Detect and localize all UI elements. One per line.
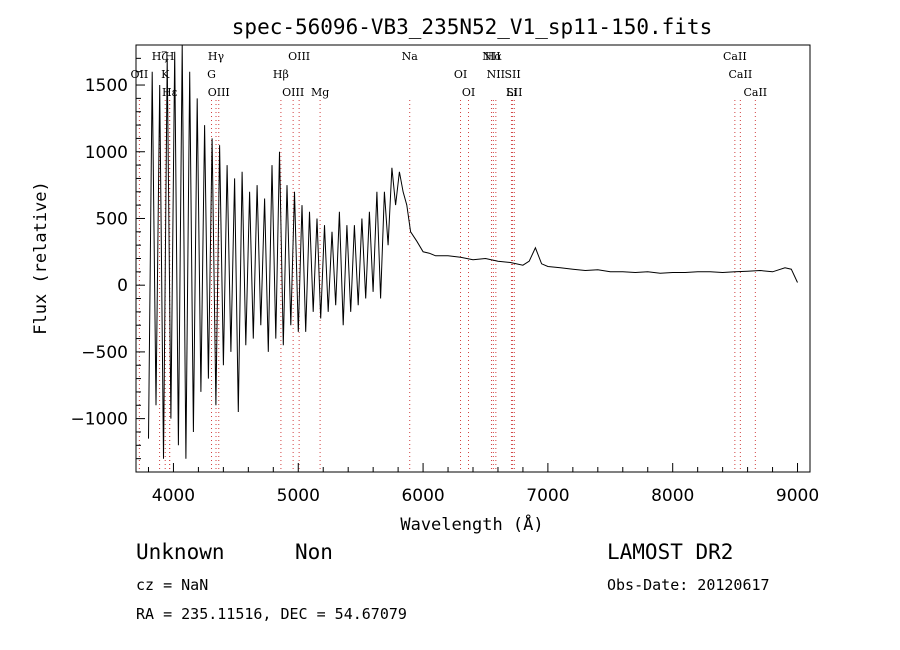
x-tick-label: 8000 bbox=[651, 486, 694, 506]
y-tick-label: 500 bbox=[96, 209, 128, 229]
obs-date: Obs-Date: 20120617 bbox=[607, 576, 770, 594]
line-label: OIII bbox=[288, 50, 310, 63]
line-label: NII bbox=[482, 50, 500, 63]
line-label: OIII bbox=[282, 86, 304, 99]
line-label: SII bbox=[504, 68, 520, 81]
line-label: Hγ bbox=[208, 50, 225, 63]
line-label: CaII bbox=[723, 50, 747, 63]
x-tick-label: 9000 bbox=[776, 486, 819, 506]
line-label: CaII bbox=[743, 86, 767, 99]
y-tick-label: −1000 bbox=[70, 410, 128, 430]
x-tick-label: 4000 bbox=[152, 486, 195, 506]
spectrum-line bbox=[148, 44, 798, 459]
plot-frame bbox=[135, 44, 811, 473]
line-label: Na bbox=[402, 50, 419, 63]
spectral-line-labels: HζKHεHOIIOIIIHγGOIIIOIIIHβMgNaOIOIHαSIIS… bbox=[131, 50, 768, 99]
line-label: H bbox=[165, 50, 175, 63]
line-label: Hβ bbox=[273, 68, 289, 81]
line-label: Hζ bbox=[152, 50, 168, 63]
redshift-text: cz = NaN bbox=[136, 576, 209, 594]
y-tick-label: 0 bbox=[117, 276, 128, 296]
line-label: G bbox=[207, 68, 216, 81]
line-label: CaII bbox=[729, 68, 753, 81]
spectral-line-markers bbox=[138, 100, 756, 472]
line-label: Li bbox=[506, 86, 517, 99]
line-label: Hα bbox=[485, 50, 503, 63]
object-subclass: Non bbox=[295, 540, 333, 564]
chart-title: spec-56096-VB3_235N52_V1_sp11-150.fits bbox=[232, 15, 712, 39]
coordinates-text: RA = 235.11516, DEC = 54.67079 bbox=[136, 605, 407, 623]
x-axis: 4000 5000 6000 7000 8000 9000 bbox=[147, 463, 819, 506]
survey-name: LAMOST DR2 bbox=[607, 540, 734, 564]
x-axis-label: Wavelength (Å) bbox=[400, 513, 543, 535]
y-tick-label: −500 bbox=[81, 343, 128, 363]
line-label: SII bbox=[506, 86, 522, 99]
line-label: Mg bbox=[311, 86, 329, 99]
y-axis: 1500 1000 500 0 −500 −1000 bbox=[70, 44, 145, 473]
line-label: OII bbox=[131, 68, 149, 81]
line-label: K bbox=[161, 68, 170, 81]
x-tick-label: 5000 bbox=[277, 486, 320, 506]
x-tick-label: 7000 bbox=[526, 486, 569, 506]
x-tick-label: 6000 bbox=[401, 486, 444, 506]
line-label: OIII bbox=[208, 86, 230, 99]
object-class: Unknown bbox=[136, 540, 225, 564]
y-tick-label: 1000 bbox=[85, 143, 128, 163]
y-axis-label: Flux (relative) bbox=[31, 181, 51, 335]
line-label: NII bbox=[487, 68, 505, 81]
line-label: OI bbox=[462, 86, 475, 99]
line-label: OI bbox=[454, 68, 467, 81]
y-tick-label: 1500 bbox=[85, 76, 128, 96]
